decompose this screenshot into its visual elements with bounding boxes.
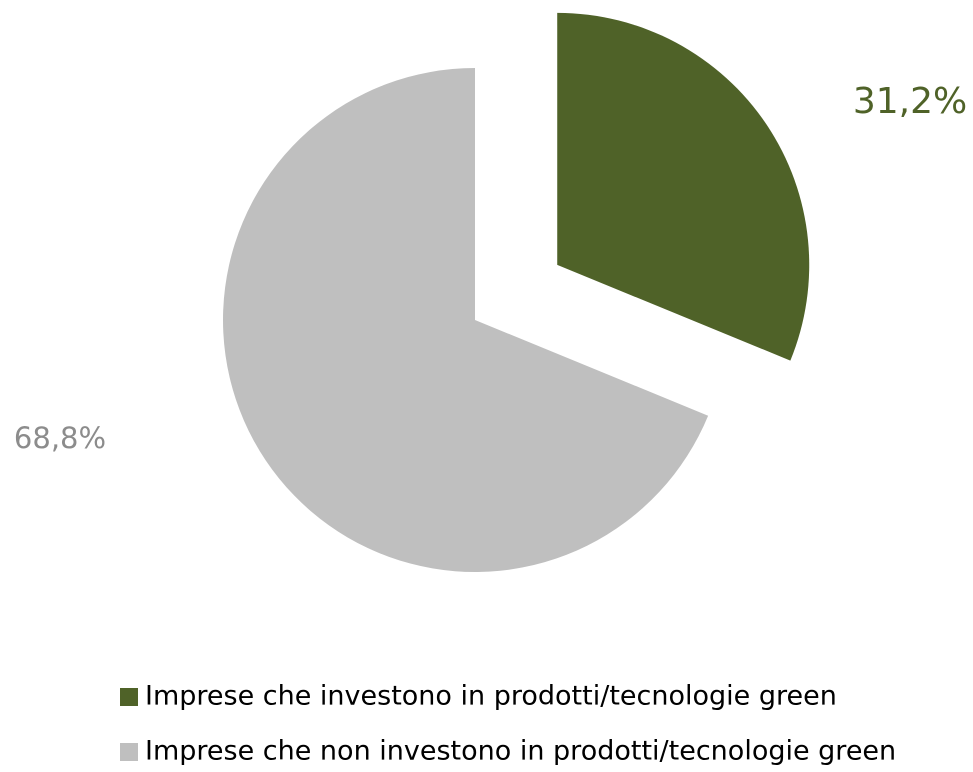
legend-swatch <box>120 688 138 706</box>
pie-slice <box>223 68 709 573</box>
legend-label: Imprese che investono in prodotti/tecnol… <box>145 681 837 712</box>
data-label: 31,2% <box>853 81 967 122</box>
legend-swatch <box>120 743 138 761</box>
data-label: 68,8% <box>14 421 106 455</box>
pie-slice <box>557 12 810 361</box>
legend-label: Imprese che non investono in prodotti/te… <box>145 736 896 767</box>
